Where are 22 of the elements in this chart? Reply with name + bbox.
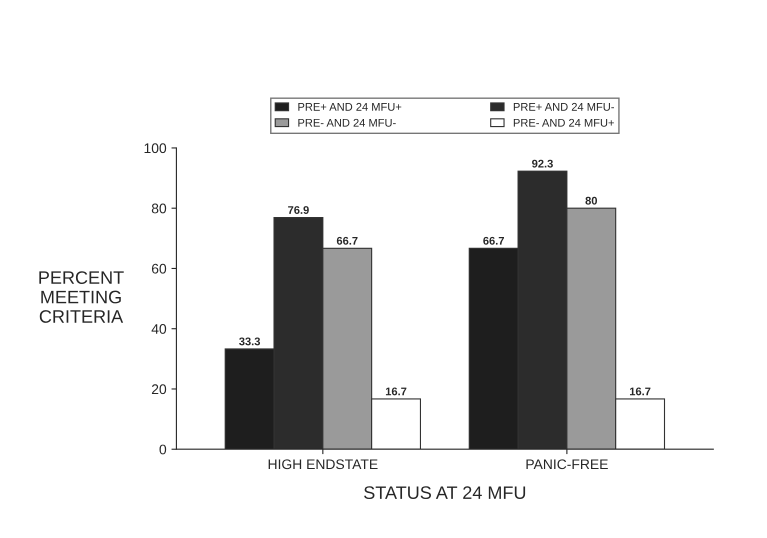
data-label: 16.7 [386,387,406,396]
data-label: 76.9 [288,206,309,214]
y-tick-label: 100 [144,143,166,154]
data-label: 66.7 [336,236,358,245]
x-axis-title: STATUS AT 24 MFU [364,486,526,500]
y-tick-label: 60 [152,264,166,274]
y-axis-title: PERCENT MEETING CRITERIA [39,271,124,323]
legend-label: PRE- AND 24 MFU+ [514,118,614,127]
x-tick-label: PANIC-FREE [526,459,608,470]
data-label: 33.3 [239,337,260,346]
legend-label: PRE+ AND 24 MFU+ [298,102,402,111]
y-tick-label: 0 [160,444,166,454]
legend-label: PRE- AND 24 MFU- [298,118,396,127]
data-label: 80 [585,196,598,205]
x-tick-label: HIGH ENDSTATE [268,459,378,470]
y-tick-label: 80 [152,204,166,214]
y-tick-label: 40 [152,324,166,334]
y-tick-label: 20 [152,384,166,394]
data-label: 66.7 [483,236,504,245]
data-label: 92.3 [532,160,553,168]
legend-label: PRE+ AND 24 MFU- [514,102,614,111]
data-label: 16.7 [630,387,650,396]
